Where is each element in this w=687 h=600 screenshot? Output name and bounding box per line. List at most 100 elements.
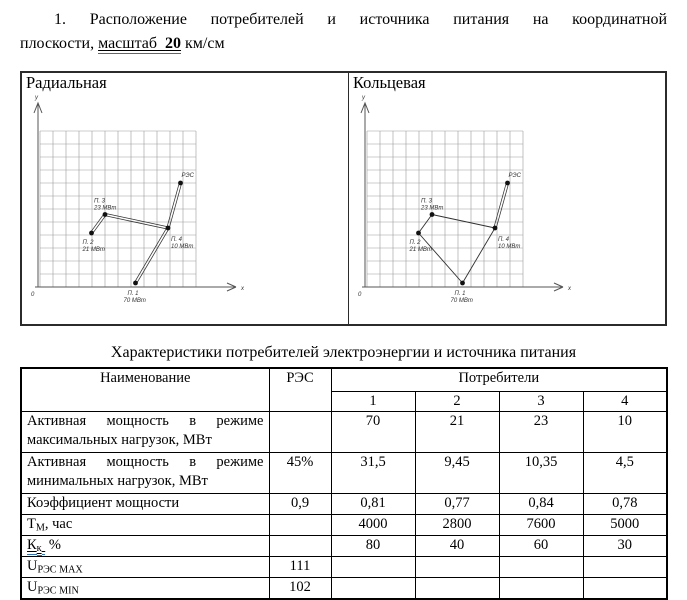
consumer-value: 60 xyxy=(498,534,584,557)
consumer-value: 40 xyxy=(414,534,500,557)
consumer-value: 21 xyxy=(414,410,500,453)
consumer-value: 9,45 xyxy=(414,451,500,494)
table-row: Кк % 80 40 60 30 xyxy=(20,534,668,557)
res-value xyxy=(268,534,332,557)
y-axis-label: y xyxy=(361,95,366,101)
heading-line2-suffix: км/см xyxy=(181,35,225,52)
consumer-number: 4 xyxy=(582,390,668,412)
row-label: UРЭС MAX xyxy=(20,555,270,578)
x-axis-label: x xyxy=(567,286,572,292)
table-title: Характеристики потребителей электроэнерг… xyxy=(110,344,577,361)
table-row: UРЭС MAX 111 xyxy=(20,555,668,578)
point-label: 21 МВт xyxy=(409,247,432,253)
point-label: РЭС xyxy=(509,173,522,179)
source-point xyxy=(505,180,510,186)
consumer-value: 10,35 xyxy=(498,451,584,494)
row-label: UРЭС MIN xyxy=(20,576,270,600)
grid-lines xyxy=(39,130,197,288)
consumer-number: 3 xyxy=(498,390,584,412)
x-axis-label: x xyxy=(240,286,245,292)
consumer-number: 1 xyxy=(330,390,416,412)
scale-underlined: масштаб 20 xyxy=(98,35,182,54)
consumer-point xyxy=(89,230,94,236)
consumer-value xyxy=(582,576,668,600)
consumer-value: 2800 xyxy=(414,513,500,536)
consumer-value: 10 xyxy=(582,410,668,453)
point-label: П. 4 xyxy=(171,237,183,243)
point-label: П. 2 xyxy=(83,240,95,246)
consumer-point xyxy=(460,280,465,286)
axis-labels: y x 0 xyxy=(31,95,245,298)
table-row: Активная мощность в режиме минимальных н… xyxy=(20,451,668,494)
row-label: Активная мощность в режиме минимальных н… xyxy=(20,451,270,494)
col-header-consumers: Потребители xyxy=(330,367,668,392)
origin-label: 0 xyxy=(358,292,362,298)
radial-svg: y x 0 РЭС П. 323 МВт П. 221 МВт П. 410 МВт П. 1… xyxy=(31,95,245,304)
consumer-value xyxy=(414,576,500,600)
consumer-value xyxy=(330,576,416,600)
point-label: РЭС xyxy=(182,173,195,179)
consumer-value: 23 xyxy=(498,410,584,453)
point-label: 10 МВт xyxy=(498,244,520,250)
consumer-point xyxy=(429,212,435,217)
radial-scheme-cell: Радиальная y x 0 РЭС П. 3 23 МВт П. 2 21 МВт П. … xyxy=(22,73,349,324)
source-point xyxy=(178,180,183,186)
consumer-value xyxy=(414,555,500,578)
consumer-value: 80 xyxy=(330,534,416,557)
axes xyxy=(33,101,237,292)
network-lines xyxy=(418,182,510,284)
row-label: ТМ, час xyxy=(20,513,270,536)
point-label: 70 МВт xyxy=(124,298,146,304)
row-label: Активная мощность в режиме максимальных … xyxy=(20,410,270,453)
res-value: 45% xyxy=(268,451,332,494)
consumer-value: 0,81 xyxy=(330,492,416,515)
ring-scheme-title: Кольцевая xyxy=(353,73,426,92)
consumer-value: 4000 xyxy=(330,513,416,536)
consumer-value: 0,77 xyxy=(414,492,500,515)
consumer-point xyxy=(133,280,138,286)
consumer-value xyxy=(582,555,668,578)
res-value: 0,9 xyxy=(268,492,332,515)
axis-labels: y x 0 xyxy=(358,95,572,298)
col-header-name: Наименование xyxy=(20,367,270,412)
radial-scheme-title: Радиальная xyxy=(26,73,107,92)
res-value xyxy=(268,410,332,453)
point-label: 10 МВт xyxy=(171,244,193,250)
consumer-value xyxy=(498,576,584,600)
ring-svg: y x 0 РЭС П. 323 МВт П. 221 МВт П. 410 МВт П. 1… xyxy=(358,95,572,304)
point-label: П. 2 xyxy=(410,240,422,246)
point-label: П. 1 xyxy=(128,291,139,297)
point-label: П. 1 xyxy=(455,291,466,297)
point-label: 23 МВт xyxy=(420,206,443,212)
point-label: 23 МВт xyxy=(93,206,116,212)
network-lines xyxy=(90,182,183,284)
consumer-value: 0,78 xyxy=(582,492,668,515)
origin-label: 0 xyxy=(31,292,35,298)
ring-scheme-cell: Кольцевая y x 0 РЭС П. 3 23 МВт П. 2 21 МВт П. 4… xyxy=(349,73,665,324)
table-row: UРЭС MIN 102 xyxy=(20,576,668,600)
table-row: ТМ, час 4000 2800 7600 5000 xyxy=(20,513,668,536)
col-header-res: РЭС xyxy=(268,367,332,412)
table-row: Активная мощность в режиме максимальных … xyxy=(20,410,668,453)
consumer-point xyxy=(416,230,421,236)
consumer-value: 7600 xyxy=(498,513,584,536)
axes xyxy=(360,101,564,292)
row-label: Кк % xyxy=(20,534,270,557)
res-value: 111 xyxy=(268,555,332,578)
scale-value: 20 xyxy=(165,35,182,52)
heading-line2-prefix: плоскости, xyxy=(20,35,99,52)
schemes-frame: Радиальная y x 0 РЭС П. 3 23 МВт П. 2 21 МВт П. … xyxy=(20,71,667,326)
consumer-number: 2 xyxy=(414,390,500,412)
consumer-value: 31,5 xyxy=(330,451,416,494)
point-label: 70 МВт xyxy=(451,298,473,304)
res-value: 102 xyxy=(268,576,332,600)
consumer-point xyxy=(165,225,171,231)
point-label: П. 3 xyxy=(94,199,106,205)
consumer-value: 4,5 xyxy=(582,451,668,494)
heading-line-2: плоскости, масштаб 20 км/см xyxy=(20,32,667,56)
consumer-point xyxy=(102,212,108,217)
consumer-value: 70 xyxy=(330,410,416,453)
consumer-value xyxy=(330,555,416,578)
